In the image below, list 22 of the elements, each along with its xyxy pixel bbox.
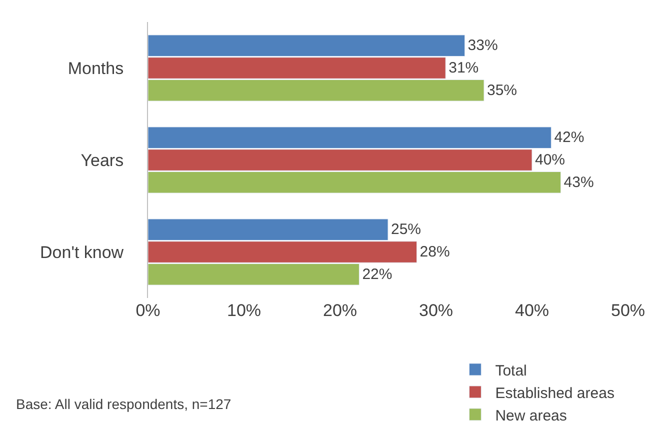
legend-label: Established areas xyxy=(495,384,614,402)
y-tick-label: Years xyxy=(80,150,124,170)
x-tick-label: 0% xyxy=(136,301,160,320)
y-tick-label: Don't know xyxy=(40,242,124,262)
x-tick-label: 20% xyxy=(322,301,358,320)
x-tick-label: 30% xyxy=(418,301,454,320)
y-tick-label: Months xyxy=(68,58,124,78)
data-label: 31% xyxy=(448,60,479,76)
data-label: 43% xyxy=(564,174,594,191)
x-tick-label: 10% xyxy=(226,301,262,320)
legend-label: New areas xyxy=(495,407,567,424)
data-label: 40% xyxy=(535,152,566,168)
data-label: 22% xyxy=(362,266,392,283)
x-tick-label: 50% xyxy=(610,301,646,320)
data-label: 28% xyxy=(420,244,450,260)
data-label: 42% xyxy=(554,129,584,146)
x-tick-label: 40% xyxy=(514,301,550,320)
data-label: 35% xyxy=(487,82,518,99)
data-label: 33% xyxy=(468,37,498,54)
data-label: 25% xyxy=(391,221,422,238)
legend-label: Total xyxy=(495,362,527,380)
text: Base: All valid respondents, n=127 xyxy=(16,396,232,412)
